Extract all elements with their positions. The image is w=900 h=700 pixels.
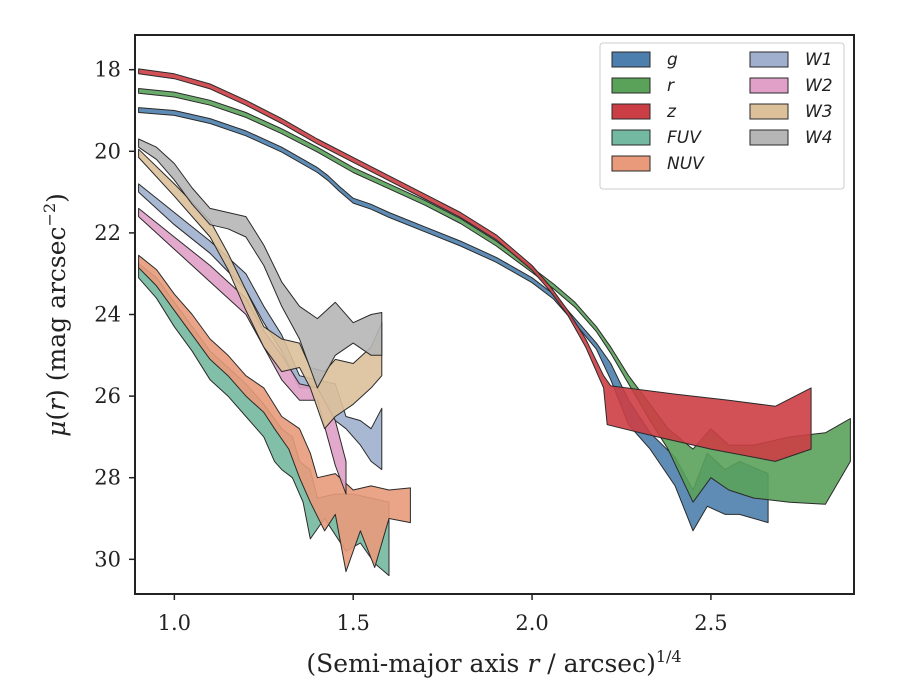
legend-label-w1: W1 [805, 50, 833, 70]
legend-label-z: z [666, 102, 677, 122]
x-tick-label: 2.5 [694, 611, 727, 635]
legend-swatch-w3 [749, 103, 789, 120]
y-tick-label: 18 [94, 58, 121, 82]
legend-label-w2: W2 [805, 76, 833, 96]
y-tick-label: 22 [94, 221, 121, 245]
legend-swatch-g [611, 51, 651, 68]
y-tick-label: 30 [94, 547, 121, 571]
legend-swatch-w2 [749, 77, 789, 94]
legend-swatch-fuv [611, 129, 651, 146]
legend-label-w3: W3 [805, 102, 833, 122]
y-tick-label: 28 [94, 466, 121, 490]
series-band-w4 [138, 138, 383, 389]
series-band-w3 [138, 148, 383, 430]
series-band-z [138, 68, 812, 462]
legend-swatch-nuv [611, 155, 651, 172]
x-axis-label: (Semi-major axis r / arcsec)1/4 [306, 647, 681, 678]
y-axis-label: μ(r) (mag arcsec−2) [40, 193, 71, 437]
y-axis: 18 20 22 24 26 28 30 [94, 58, 135, 571]
legend-label-nuv: NUV [667, 154, 705, 174]
legend-label-g: g [667, 50, 678, 70]
series-band-g [138, 107, 769, 532]
x-tick-label: 1.0 [158, 611, 191, 635]
x-tick-label: 1.5 [337, 611, 370, 635]
legend-swatch-r [611, 77, 651, 94]
legend-swatch-z [611, 103, 651, 120]
series-band-nuv [138, 254, 411, 573]
legend-label-fuv: FUV [667, 128, 702, 148]
legend: grz FUV NUV W1 W2 W3 W4 [599, 42, 845, 190]
series-band-r [138, 88, 851, 505]
legend-label-w4: W4 [805, 128, 833, 148]
x-tick-label: 2.0 [515, 611, 548, 635]
legend-label-r: r [667, 76, 675, 96]
series-band-w1 [138, 183, 383, 471]
legend-swatch-w4 [749, 129, 789, 146]
series-areas [138, 68, 851, 577]
legend-swatch-w1 [749, 51, 789, 68]
y-tick-label: 24 [94, 303, 121, 327]
y-tick-label: 20 [94, 139, 121, 163]
x-axis: 1.0 1.5 2.0 2.5 [158, 594, 728, 635]
y-tick-label: 26 [94, 384, 121, 408]
